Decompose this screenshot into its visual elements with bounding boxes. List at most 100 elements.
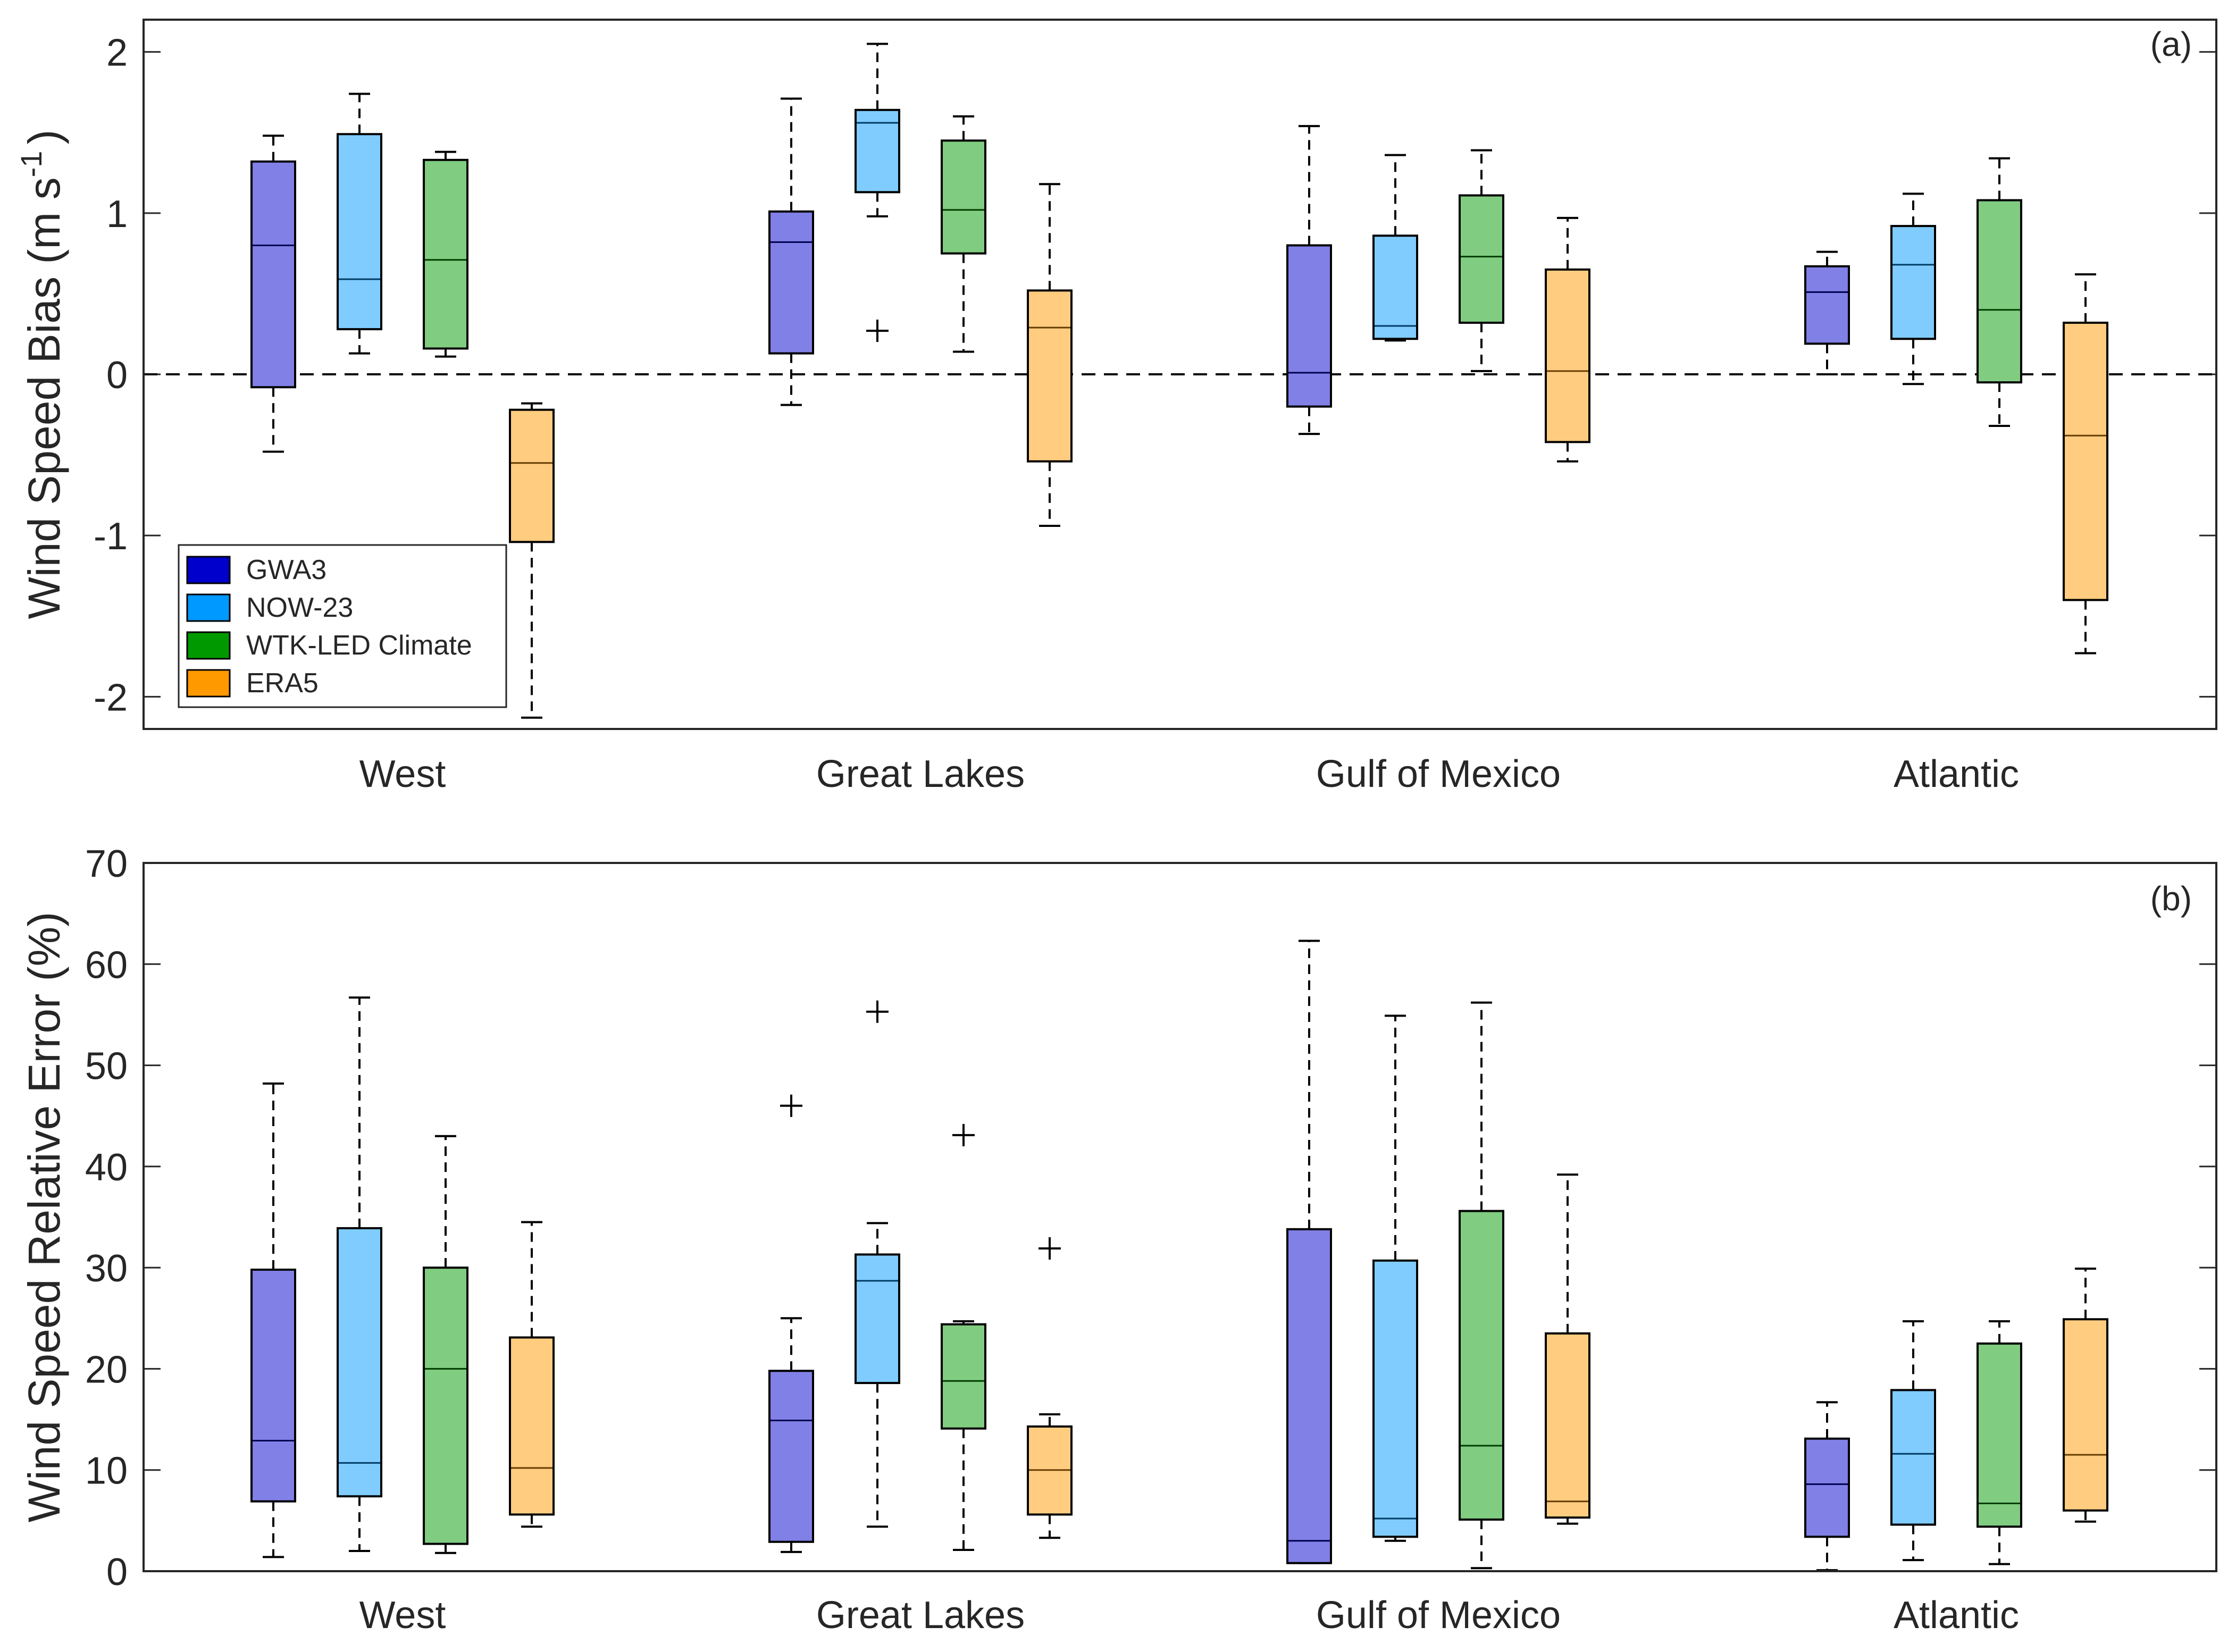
box-era5-atlantic [2063,1268,2108,1523]
box-now-23-gulf-of-mexico [1372,1014,1418,1542]
box-iqr [1977,1342,2022,1528]
box-wtk-led-climate-great-lakes [941,1123,986,1552]
legend-item: WTK-LED Climate [186,630,472,661]
x-category-label: Great Lakes [816,1594,1025,1637]
box-iqr [1286,1228,1332,1564]
legend-item: NOW-23 [186,592,353,623]
legend-box [178,544,507,708]
y-tick-label: 1 [106,193,128,236]
box-iqr [2063,321,2108,601]
y-axis-label: Wind Speed Bias (m s-1) [14,130,69,619]
y-tick-label: 0 [106,354,128,397]
box-era5-west [509,402,555,719]
legend: GWA3 NOW-23 WTK-LED Climate ERA5 [178,544,507,708]
box-wtk-led-climate-west [423,150,468,358]
x-category-label: West [359,1594,446,1637]
box-iqr [768,210,814,355]
y-tick-label: 70 [85,843,128,885]
box-now-23-great-lakes [855,1000,900,1528]
plot-area: 0 10 20 30 40 50 60 70 West Great Lakes Gulf of Me… [85,843,2217,1637]
y-tick-label: 30 [85,1247,128,1290]
box-iqr [1459,194,1504,324]
legend-swatch [186,631,231,660]
y-tick-label: -2 [94,676,128,719]
box-gwa3-great-lakes [768,97,814,406]
box-wtk-led-climate-great-lakes [941,115,986,353]
box-era5-gulf-of-mexico [1545,216,1590,463]
y-tick-label: -1 [94,515,128,558]
y-axis-label-superscript: -1 [14,151,48,178]
legend-label: WTK-LED Climate [246,630,472,661]
y-axis-label: Wind Speed Relative Error (%) [19,912,69,1522]
box-wtk-led-climate-gulf-of-mexico [1459,149,1504,372]
x-category-label: Atlantic [1894,753,2019,795]
box-iqr [337,133,382,331]
box-era5-atlantic [2063,273,2108,655]
box-iqr [1804,1437,1850,1538]
box-iqr [1977,199,2022,384]
box-era5-gulf-of-mexico [1545,1173,1590,1525]
box-iqr [1372,234,1418,340]
axes-frame [143,862,2217,1572]
box-iqr [768,1370,814,1543]
x-category-label: Great Lakes [816,753,1025,795]
box-now-23-west [337,996,382,1552]
box-iqr [1545,268,1590,443]
box-iqr [337,1227,382,1498]
panel-label: (b) [2150,879,2192,918]
box-iqr [1545,1332,1590,1519]
box-iqr [509,408,555,543]
box-wtk-led-climate-atlantic [1977,1320,2022,1565]
outlier-marker [866,1000,889,1023]
legend-swatch [186,556,231,584]
box-gwa3-great-lakes [768,1094,814,1553]
outlier-marker [1039,1237,1061,1260]
x-category-label: West [359,753,446,795]
x-category-label: Atlantic [1894,1594,2019,1637]
box-era5-great-lakes [1027,1237,1073,1539]
legend-label: ERA5 [246,668,319,699]
box-now-23-atlantic [1890,1320,1936,1562]
legend-item: ERA5 [186,668,319,699]
box-wtk-led-climate-gulf-of-mexico [1459,1001,1504,1570]
outlier-marker [866,320,889,342]
box-era5-west [509,1221,555,1528]
y-tick-label: 0 [106,1551,128,1594]
y-tick-label: 50 [85,1045,128,1088]
box-iqr [250,160,296,389]
y-tick-label: 40 [85,1146,128,1189]
box-now-23-gulf-of-mexico [1372,154,1418,342]
box-gwa3-atlantic [1804,250,1850,375]
panel-b-relative-error: Wind Speed Relative Error (%) (b) 0 10 20 3… [19,843,2217,1637]
box-iqr [423,1267,468,1545]
box-now-23-west [337,93,382,355]
y-tick-label: 20 [85,1348,128,1391]
box-iqr [941,139,986,255]
y-tick-label: 10 [85,1450,128,1492]
box-iqr [1286,244,1332,408]
panel-a-bias: Wind Speed Bias (m s-1) (a) -2 -1 0 1 2 West G… [14,19,2217,795]
panel-label: (a) [2150,25,2192,63]
box-iqr [1890,225,1936,340]
box-iqr [509,1336,555,1516]
box-wtk-led-climate-atlantic [1977,157,2022,427]
box-iqr [250,1268,296,1503]
box-gwa3-atlantic [1804,1401,1850,1572]
legend-swatch [186,593,231,622]
box-gwa3-west [250,135,296,453]
box-iqr [1027,289,1073,463]
legend-label: NOW-23 [246,592,353,623]
box-now-23-great-lakes [855,43,900,342]
box-gwa3-gulf-of-mexico [1286,125,1332,435]
box-era5-great-lakes [1027,183,1073,527]
box-iqr [1372,1259,1418,1538]
box-iqr [1804,265,1850,345]
legend-item: GWA3 [186,555,326,585]
x-category-label: Gulf of Mexico [1316,1594,1561,1637]
outlier-marker [780,1094,802,1117]
plot-area: -2 -1 0 1 2 West Great Lakes Gulf of Mexico Atla… [94,19,2217,795]
box-gwa3-gulf-of-mexico [1286,940,1332,1564]
box-gwa3-west [250,1082,296,1558]
box-wtk-led-climate-west [423,1135,468,1554]
